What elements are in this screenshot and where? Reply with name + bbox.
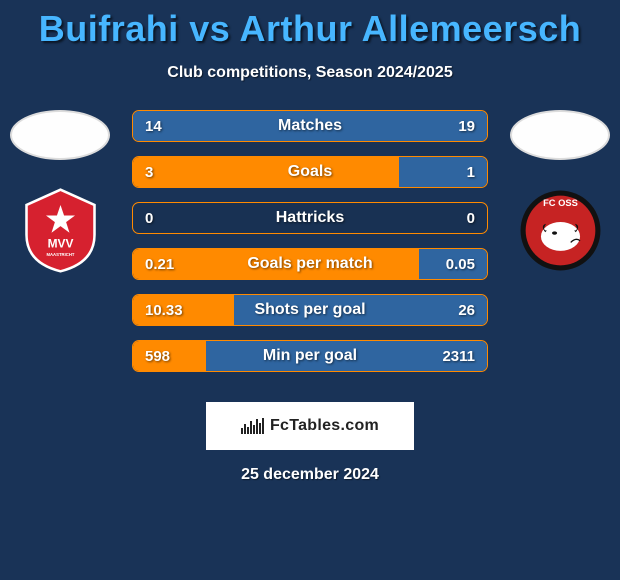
stat-left-value: 0.21 bbox=[145, 249, 174, 279]
stat-row: 3 1 Goals bbox=[132, 156, 488, 188]
left-side: MVV MAASTRICHT bbox=[0, 110, 120, 273]
right-team-crest: FC OSS bbox=[518, 188, 603, 273]
stat-left-value: 14 bbox=[145, 111, 162, 141]
avatar-placeholder-left bbox=[10, 110, 110, 160]
stat-right-value: 19 bbox=[458, 111, 475, 141]
svg-text:MAASTRICHT: MAASTRICHT bbox=[46, 252, 74, 257]
stat-left-value: 3 bbox=[145, 157, 153, 187]
footer-logo-text: FcTables.com bbox=[270, 417, 379, 435]
page-title: Buifrahi vs Arthur Allemeersch bbox=[0, 0, 620, 50]
stat-left-value: 0 bbox=[145, 203, 153, 233]
page-subtitle: Club competitions, Season 2024/2025 bbox=[0, 64, 620, 82]
stat-row: 14 19 Matches bbox=[132, 110, 488, 142]
left-team-crest: MVV MAASTRICHT bbox=[18, 188, 103, 273]
stat-bar-left bbox=[133, 157, 399, 187]
comparison-panel: MVV MAASTRICHT 14 19 Matches 3 1 Goals 0 0 Hattr… bbox=[0, 110, 620, 380]
stat-left-value: 10.33 bbox=[145, 295, 183, 325]
svg-text:MVV: MVV bbox=[47, 237, 73, 251]
stat-list: 14 19 Matches 3 1 Goals 0 0 Hattricks 0.21 0.05 Goa… bbox=[120, 110, 500, 372]
stat-label: Goals bbox=[288, 163, 332, 181]
fctables-logo[interactable]: FcTables.com bbox=[206, 402, 414, 450]
bars-icon bbox=[241, 418, 264, 434]
date-text: 25 december 2024 bbox=[0, 466, 620, 484]
stat-label: Hattricks bbox=[276, 209, 344, 227]
right-side: FC OSS bbox=[500, 110, 620, 273]
svg-text:FC OSS: FC OSS bbox=[543, 198, 578, 208]
stat-row: 598 2311 Min per goal bbox=[132, 340, 488, 372]
stat-left-value: 598 bbox=[145, 341, 170, 371]
stat-right-value: 2311 bbox=[442, 341, 475, 371]
stat-right-value: 1 bbox=[467, 157, 475, 187]
stat-label: Goals per match bbox=[247, 255, 372, 273]
stat-label: Shots per goal bbox=[254, 301, 365, 319]
avatar-placeholder-right bbox=[510, 110, 610, 160]
stat-right-value: 0.05 bbox=[446, 249, 475, 279]
stat-label: Matches bbox=[278, 117, 342, 135]
stat-label: Min per goal bbox=[263, 347, 357, 365]
stat-right-value: 0 bbox=[467, 203, 475, 233]
stat-row: 10.33 26 Shots per goal bbox=[132, 294, 488, 326]
stat-row: 0 0 Hattricks bbox=[132, 202, 488, 234]
stat-row: 0.21 0.05 Goals per match bbox=[132, 248, 488, 280]
stat-right-value: 26 bbox=[458, 295, 475, 325]
